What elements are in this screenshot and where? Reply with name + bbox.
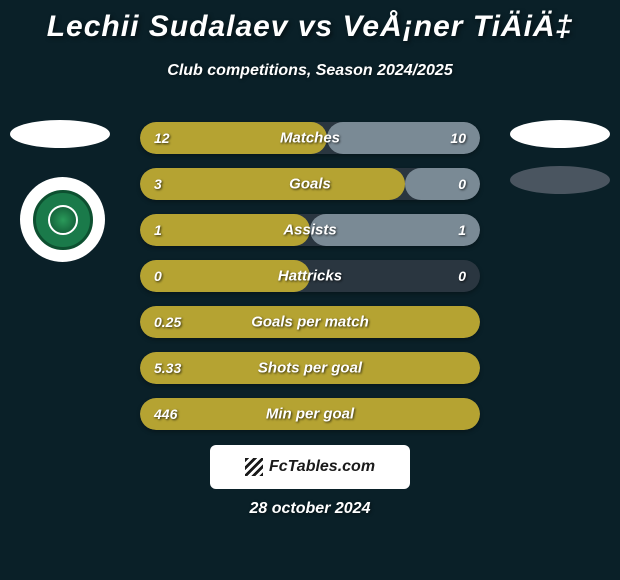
- stat-value-left: 3: [154, 176, 162, 192]
- stat-value-right: 1: [458, 222, 466, 238]
- right-player-column: [510, 120, 610, 212]
- stat-label: Shots per goal: [140, 360, 480, 377]
- stat-label: Goals per match: [140, 314, 480, 331]
- stat-bar: Assists1 1: [140, 214, 480, 246]
- stat-bar: Hattricks0 0: [140, 260, 480, 292]
- stat-label: Hattricks: [140, 268, 480, 285]
- team-badge-inner: [33, 190, 93, 250]
- stat-bar: Goals per match0.25: [140, 306, 480, 338]
- stat-bar: Min per goal446: [140, 398, 480, 430]
- stat-value-left: 12: [154, 130, 170, 146]
- stat-bar: Matches12 10: [140, 122, 480, 154]
- left-placeholder-ellipse: [10, 120, 110, 148]
- stat-value-left: 5.33: [154, 360, 181, 376]
- comparison-title: Lechii Sudalaev vs VeÅ¡ner TiÄiÄ‡: [0, 0, 620, 44]
- right-placeholder-ellipse-1: [510, 120, 610, 148]
- stat-value-right: 0: [458, 268, 466, 284]
- stat-value-left: 0: [154, 268, 162, 284]
- stat-value-left: 0.25: [154, 314, 181, 330]
- stat-bar: Shots per goal5.33: [140, 352, 480, 384]
- watermark-logo: FcTables.com: [210, 445, 410, 489]
- stat-value-left: 1: [154, 222, 162, 238]
- team-badge-center: [48, 205, 78, 235]
- stat-bar: Goals3 0: [140, 168, 480, 200]
- stat-value-right: 10: [450, 130, 466, 146]
- stat-label: Matches: [140, 130, 480, 147]
- watermark-text: FcTables.com: [269, 458, 375, 476]
- stat-label: Assists: [140, 222, 480, 239]
- stats-container: Matches1210Goals30Assists11Hattricks00Go…: [140, 122, 480, 444]
- team-badge: [20, 177, 105, 262]
- right-placeholder-ellipse-2: [510, 166, 610, 194]
- snapshot-date: 28 october 2024: [0, 500, 620, 518]
- stat-value-right: 0: [458, 176, 466, 192]
- season-subtitle: Club competitions, Season 2024/2025: [0, 62, 620, 80]
- stat-value-left: 446: [154, 406, 177, 422]
- stat-label: Goals: [140, 176, 480, 193]
- left-player-column: [10, 120, 110, 166]
- stat-label: Min per goal: [140, 406, 480, 423]
